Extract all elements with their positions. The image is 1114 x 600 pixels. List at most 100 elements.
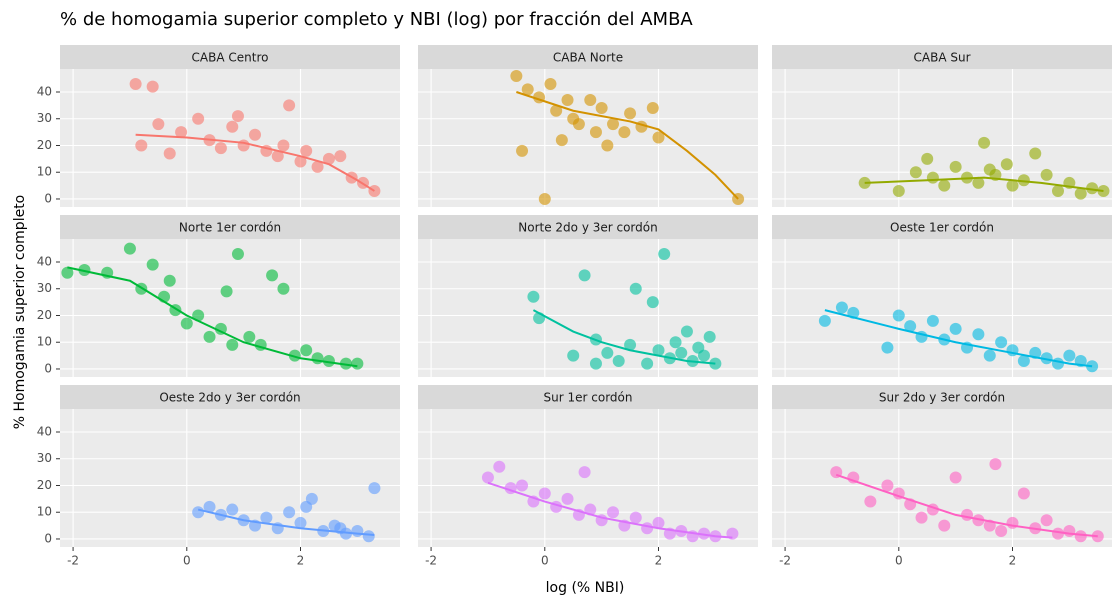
point — [493, 460, 506, 473]
point — [368, 482, 381, 495]
point — [680, 325, 693, 338]
point — [629, 282, 642, 295]
point — [1000, 158, 1013, 171]
point — [926, 314, 939, 327]
point — [516, 144, 529, 157]
x-tick-label: -2 — [67, 554, 79, 568]
y-tick-label: 10 — [37, 505, 52, 519]
point — [949, 322, 962, 335]
point — [300, 500, 313, 513]
strip-label: CABA Centro — [192, 51, 269, 65]
point — [123, 242, 136, 255]
point — [961, 508, 974, 521]
point — [146, 80, 159, 93]
point — [538, 192, 551, 205]
point — [516, 479, 529, 492]
point — [1040, 514, 1053, 527]
point — [864, 495, 877, 508]
y-axis-label: % Homogamia superior completo — [12, 195, 28, 430]
panel-background — [418, 409, 758, 547]
point — [220, 285, 233, 298]
point — [881, 341, 894, 354]
y-tick-label: 10 — [37, 165, 52, 179]
strip-label: Oeste 2do y 3er cordón — [159, 391, 300, 405]
point — [146, 258, 159, 271]
point — [921, 152, 934, 165]
strip — [60, 385, 400, 409]
point — [339, 357, 352, 370]
point — [192, 112, 205, 125]
point — [675, 346, 688, 359]
point — [652, 344, 665, 357]
trend-line — [487, 481, 733, 539]
point — [995, 336, 1008, 349]
strip — [60, 215, 400, 239]
strip — [418, 45, 758, 69]
point — [163, 147, 176, 160]
point — [881, 479, 894, 492]
point — [909, 166, 922, 179]
point — [351, 357, 364, 370]
y-tick-label: 40 — [37, 255, 52, 269]
point — [949, 471, 962, 484]
point — [989, 458, 1002, 471]
x-tick-label: 2 — [1009, 554, 1017, 568]
point — [1074, 187, 1087, 200]
point — [300, 344, 313, 357]
point — [629, 511, 642, 524]
trend-line — [135, 133, 375, 192]
point — [584, 94, 597, 107]
y-tick-label: 40 — [37, 85, 52, 99]
point — [1063, 349, 1076, 362]
point — [697, 349, 710, 362]
y-tick-label: 40 — [37, 425, 52, 439]
point — [972, 514, 985, 527]
strip-label: Oeste 1er cordón — [890, 221, 994, 235]
point — [983, 163, 996, 176]
point — [283, 99, 296, 112]
point — [1040, 352, 1053, 365]
strip — [60, 45, 400, 69]
point — [595, 102, 608, 115]
point — [995, 524, 1008, 537]
strip-label: CABA Sur — [914, 51, 971, 65]
point — [1017, 354, 1030, 367]
point — [612, 354, 625, 367]
point — [300, 144, 313, 157]
point — [266, 269, 279, 282]
point — [277, 139, 290, 152]
point — [544, 77, 557, 90]
point — [135, 139, 148, 152]
strip-label: Norte 1er cordón — [179, 221, 281, 235]
point — [351, 524, 364, 537]
point — [607, 118, 620, 131]
strip — [772, 215, 1112, 239]
trend-line — [835, 473, 1098, 538]
strip — [418, 215, 758, 239]
point — [334, 150, 347, 163]
point — [231, 247, 244, 260]
point — [243, 330, 256, 343]
point — [538, 487, 551, 500]
x-tick-label: -2 — [779, 554, 791, 568]
point — [1074, 530, 1087, 543]
trend-line — [197, 508, 375, 536]
point — [152, 118, 165, 131]
panel-background — [60, 239, 400, 377]
point — [624, 338, 637, 351]
point — [129, 77, 142, 90]
point — [641, 522, 654, 535]
point — [1086, 182, 1099, 195]
x-tick-label: 0 — [895, 554, 903, 568]
point — [203, 500, 216, 513]
y-tick-label: 30 — [37, 111, 52, 125]
point — [641, 357, 654, 370]
point — [527, 290, 540, 303]
y-tick-label: 0 — [44, 191, 52, 205]
y-tick-label: 0 — [44, 531, 52, 545]
point — [972, 328, 985, 341]
point — [835, 301, 848, 314]
point — [226, 120, 239, 133]
point — [175, 126, 188, 139]
